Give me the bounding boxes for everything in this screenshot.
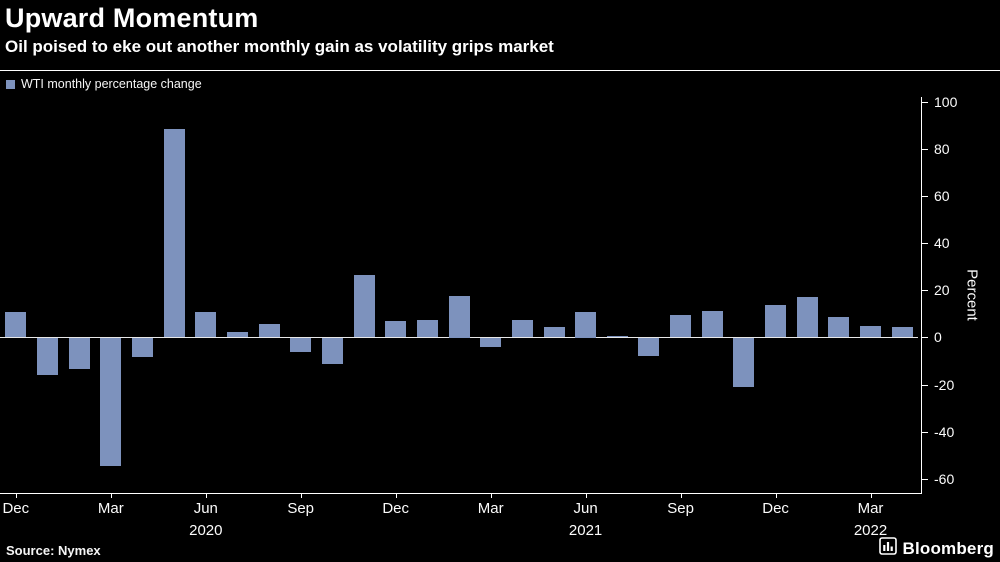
y-tick--40 xyxy=(922,431,928,433)
x-tick-label-jun-2020: Jun xyxy=(193,500,218,517)
x-tick-label-sep-2021: Sep xyxy=(667,500,694,517)
y-tick-40 xyxy=(922,243,928,245)
bar-mar-2020 xyxy=(100,338,122,467)
y-tick-label-60: 60 xyxy=(934,188,950,204)
bar-may-2021 xyxy=(543,327,565,338)
bar-sep-2020 xyxy=(290,338,312,352)
y-tick-label--40: -40 xyxy=(934,423,955,440)
year-label-2021: 2021 xyxy=(568,522,603,539)
bar-feb-2022 xyxy=(828,317,850,338)
y-tick-60 xyxy=(922,196,928,197)
bloomberg-wordmark: Bloomberg xyxy=(902,538,994,558)
y-tick-label--60: -60 xyxy=(934,470,955,487)
bar-jan-2022 xyxy=(796,296,818,338)
bar-jan-2021 xyxy=(416,319,438,338)
header-separator-line xyxy=(0,70,1000,71)
y-tick-20 xyxy=(922,290,928,292)
y-tick-0 xyxy=(922,337,928,339)
x-tick-sep-2020 xyxy=(300,494,302,498)
y-tick-label-0: 0 xyxy=(934,329,942,346)
x-tick-label-dec-2020: Dec xyxy=(382,500,410,517)
bar-apr-2020 xyxy=(131,338,153,358)
bloomberg-brand: Bloomberg xyxy=(879,537,994,560)
x-tick-jun-2020 xyxy=(205,494,207,498)
y-tick-label--20: -20 xyxy=(934,376,955,393)
y-tick-80 xyxy=(922,148,928,150)
bar-chart: Percent 100 80 60 40 20 0 -20 -40 -60 Dec Mar Jun Se… xyxy=(0,93,1000,542)
bar-apr-2022 xyxy=(891,327,913,338)
bar-feb-2020 xyxy=(68,338,90,370)
chart-subtitle: Oil poised to eke out another monthly ga… xyxy=(5,37,554,57)
plot-area xyxy=(0,97,918,493)
x-tick-dec-2021 xyxy=(775,494,777,498)
chart-title: Upward Momentum xyxy=(5,3,259,33)
bar-jun-2020 xyxy=(195,312,217,338)
x-tick-mar-2021 xyxy=(490,494,492,498)
legend: WTI monthly percentage change xyxy=(6,77,202,91)
zero-baseline xyxy=(0,337,918,339)
x-tick-label-sep-2020: Sep xyxy=(287,500,315,517)
x-tick-mar-2020 xyxy=(110,494,112,498)
legend-swatch-icon xyxy=(6,79,15,89)
x-tick-label-dec-2019: Dec xyxy=(2,500,30,517)
bar-oct-2021 xyxy=(701,310,723,338)
x-tick-label-mar-2020: Mar xyxy=(97,500,124,517)
bar-jul-2021 xyxy=(606,335,628,338)
bloomberg-logo-icon xyxy=(879,537,898,560)
bar-aug-2021 xyxy=(638,338,660,356)
bar-jul-2020 xyxy=(226,331,248,338)
x-tick-dec-2020 xyxy=(395,494,397,498)
year-label-2022: 2022 xyxy=(853,522,888,539)
x-tick-jun-2021 xyxy=(585,494,587,498)
bar-dec-2021 xyxy=(765,305,787,338)
y-tick-label-20: 20 xyxy=(934,282,950,299)
x-tick-label-mar-2022: Mar xyxy=(857,500,884,517)
x-tick-label-dec-2021: Dec xyxy=(762,500,789,517)
bar-mar-2022 xyxy=(860,326,881,338)
y-tick--60 xyxy=(922,478,928,480)
x-tick-label-mar-2021: Mar xyxy=(477,500,504,517)
y-tick-label-100: 100 xyxy=(934,93,958,110)
bar-feb-2021 xyxy=(448,295,470,338)
source-attribution: Source: Nymex xyxy=(6,543,101,558)
bar-apr-2021 xyxy=(511,319,533,338)
bar-oct-2020 xyxy=(321,338,343,365)
x-tick-label-jun-2021: Jun xyxy=(573,500,598,517)
bar-sep-2021 xyxy=(670,315,692,338)
bar-mar-2021 xyxy=(480,338,502,348)
y-tick-label-80: 80 xyxy=(934,140,950,157)
year-label-2020: 2020 xyxy=(189,522,223,539)
bar-aug-2020 xyxy=(258,323,280,338)
y-axis-title: Percent xyxy=(963,269,981,321)
legend-label: WTI monthly percentage change xyxy=(21,77,202,91)
y-axis-line xyxy=(921,97,922,494)
x-tick-dec-2019 xyxy=(15,494,17,498)
bar-dec-2019 xyxy=(5,312,27,338)
y-tick-100 xyxy=(922,101,928,103)
bar-dec-2020 xyxy=(385,320,407,338)
bar-nov-2020 xyxy=(353,274,375,338)
x-axis-line xyxy=(0,493,922,494)
bar-may-2020 xyxy=(163,129,185,338)
bar-nov-2021 xyxy=(733,338,755,388)
x-tick-sep-2021 xyxy=(680,494,682,498)
bar-jan-2020 xyxy=(37,338,58,376)
bar-jun-2021 xyxy=(575,312,597,338)
y-tick--20 xyxy=(922,384,928,386)
x-tick-mar-2022 xyxy=(870,494,872,498)
chart-header: Upward Momentum Oil poised to eke out an… xyxy=(5,3,995,57)
footer: Source: Nymex Bloomberg xyxy=(0,537,1000,560)
y-tick-label-40: 40 xyxy=(934,235,950,252)
